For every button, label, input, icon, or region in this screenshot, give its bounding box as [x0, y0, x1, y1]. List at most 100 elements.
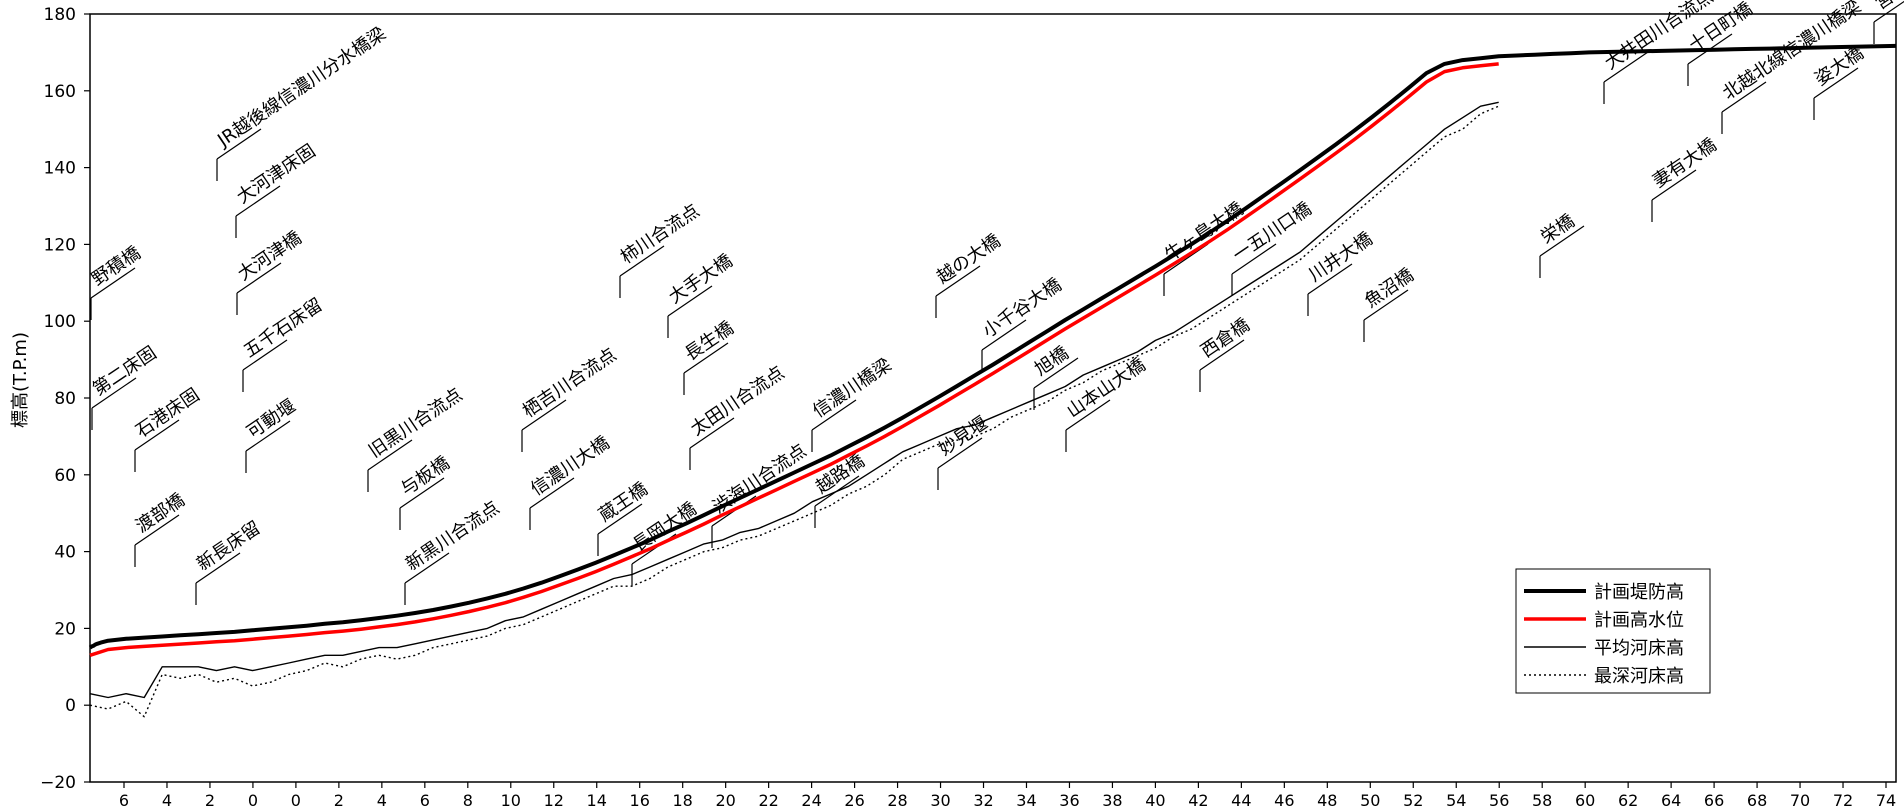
- y-tick-label: 0: [65, 696, 76, 716]
- landmark-label: 宮中橋: [1871, 0, 1904, 14]
- y-tick-label: 80: [54, 389, 76, 409]
- y-axis: −20 0 20 40 60 80 100 120 140 160 180: [40, 5, 90, 793]
- x-tick-label: 40: [1145, 791, 1165, 810]
- legend-label: 最深河床高: [1594, 666, 1684, 687]
- x-axis: 6 4 2 0 0 2 4 6 8 10 12 14 16 18 20 22 24 26 28 30 32 34 36 38 4…: [119, 782, 1896, 810]
- landmark-label: 蔵王橋: [595, 479, 652, 527]
- landmark: 太田川合流点: [687, 362, 788, 470]
- landmark-leader: [1199, 339, 1245, 371]
- x-tick-label: 36: [1059, 791, 1079, 810]
- landmark: 新黒川合流点: [402, 497, 503, 605]
- landmark: 石港床固: [132, 384, 203, 472]
- x-tick-label: 38: [1102, 791, 1122, 810]
- series-lines: [88, 43, 1897, 718]
- landmark-label: 野積橋: [88, 243, 145, 291]
- x-tick-label: 58: [1532, 791, 1552, 810]
- landmark: 野積橋: [88, 243, 145, 320]
- landmark: 妻有大橋: [1649, 134, 1720, 222]
- x-tick-label: 52: [1403, 791, 1423, 810]
- x-tick-label: 70: [1790, 791, 1810, 810]
- y-tick-label: 180: [44, 5, 76, 25]
- x-tick-label: 72: [1833, 791, 1853, 810]
- y-tick-label: 40: [54, 543, 76, 563]
- landmark-label: 第二床固: [89, 342, 160, 400]
- landmark: 栄橋: [1537, 211, 1585, 278]
- landmark-leader: [134, 514, 180, 546]
- landmark-leader: [683, 342, 729, 374]
- y-tick-label: 60: [54, 466, 76, 486]
- landmark-leader: [935, 265, 981, 297]
- landmark-label: 大河津橋: [234, 227, 305, 285]
- legend-label: 平均河床高: [1594, 638, 1684, 659]
- landmark-label: 太田川合流点: [687, 362, 788, 440]
- landmark-label: 小千谷大橋: [979, 274, 1065, 342]
- landmark: 渋海川合流点: [709, 440, 810, 548]
- landmark: 宮中橋: [1871, 0, 1904, 44]
- landmark-leader: [597, 503, 643, 535]
- x-tick-label: 54: [1446, 791, 1466, 810]
- series-line: [89, 62, 1499, 657]
- landmark-leader: [1603, 51, 1649, 83]
- landmark: 妙見堰: [935, 413, 992, 490]
- x-tick-label: 28: [887, 791, 907, 810]
- landmark-label: 可動堰: [243, 396, 300, 444]
- x-tick-label: 32: [973, 791, 993, 810]
- x-tick-label: 56: [1489, 791, 1509, 810]
- landmark-leader: [242, 339, 288, 371]
- x-tick-label: 0: [248, 791, 258, 810]
- landmark-leader: [235, 185, 281, 217]
- landmark-leader: [367, 439, 413, 471]
- legend-label: 計画堤防高: [1594, 582, 1684, 603]
- x-tick-label: 20: [715, 791, 735, 810]
- landmark-label: 旧黒川合流点: [365, 384, 466, 462]
- x-tick-label: 44: [1231, 791, 1251, 810]
- landmark-label: 大手大橋: [665, 250, 736, 308]
- landmark: 五千石床留: [240, 294, 326, 392]
- landmark-leader: [1651, 169, 1697, 201]
- landmark-leader: [619, 245, 665, 277]
- x-tick-label: 16: [630, 791, 650, 810]
- x-tick-label: 4: [377, 791, 387, 810]
- x-tick-label: 50: [1360, 791, 1380, 810]
- landmark-leader: [1539, 225, 1585, 257]
- y-tick-label: 160: [44, 82, 76, 102]
- x-tick-label: 62: [1618, 791, 1638, 810]
- landmark-leader: [937, 437, 983, 469]
- x-tick-label: 24: [801, 791, 821, 810]
- landmark: 栖吉川合流点: [519, 344, 620, 452]
- landmark-leader: [689, 417, 735, 449]
- x-tick-label: 68: [1747, 791, 1767, 810]
- landmark-label: 信濃川大橋: [527, 432, 613, 500]
- series-line: [89, 101, 1499, 699]
- landmark-label: 五千石床留: [240, 294, 326, 362]
- x-tick-label: 60: [1575, 791, 1595, 810]
- landmark: 魚沼橋: [1361, 265, 1418, 342]
- landmark-label: 柿川合流点: [617, 200, 703, 268]
- x-tick-label: 14: [587, 791, 607, 810]
- landmark-label: 渡部橋: [132, 490, 189, 538]
- x-tick-label: 64: [1661, 791, 1681, 810]
- landmark-label: 大河津床固: [233, 140, 319, 208]
- x-tick-label: 30: [930, 791, 950, 810]
- landmark-label: 妙見堰: [935, 413, 992, 461]
- landmark-label: 新長床留: [193, 517, 264, 575]
- landmark-label: 新黒川合流点: [402, 497, 503, 575]
- x-tick-label: 2: [205, 791, 215, 810]
- landmark-leader: [1065, 399, 1111, 431]
- x-tick-label: 6: [420, 791, 430, 810]
- landmark-leader: [1363, 289, 1409, 321]
- landmark: 可動堰: [243, 396, 300, 473]
- landmark-leader: [195, 552, 241, 584]
- landmark: 渡部橋: [132, 490, 189, 567]
- landmark-leader: [216, 128, 262, 160]
- landmark: 越の大橋: [933, 230, 1004, 318]
- x-tick-label: 8: [463, 791, 473, 810]
- landmark-leader: [1873, 0, 1904, 23]
- landmark-label: JR越後線信濃川分水橋梁: [213, 23, 390, 152]
- landmark: 長生橋: [681, 318, 738, 395]
- landmark-leader: [529, 477, 575, 509]
- landmark-leader: [1307, 263, 1353, 295]
- x-tick-label: 34: [1016, 791, 1036, 810]
